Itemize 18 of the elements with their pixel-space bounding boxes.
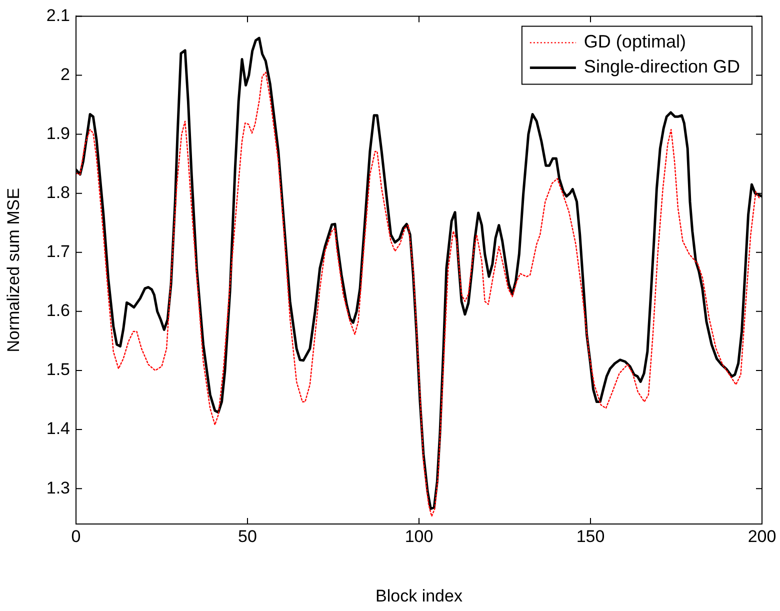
y-tick-label: 1.3 bbox=[46, 478, 70, 498]
x-tick-label: 150 bbox=[576, 526, 605, 546]
legend-label: Single-direction GD bbox=[584, 56, 740, 77]
x-tick-label: 0 bbox=[71, 526, 81, 546]
y-tick-label: 1.9 bbox=[46, 124, 70, 143]
x-tick-label: 50 bbox=[238, 526, 257, 546]
y-tick-label: 1.5 bbox=[46, 360, 70, 380]
x-tick-label: 200 bbox=[748, 526, 776, 546]
x-tick-label: 100 bbox=[404, 526, 434, 546]
y-tick-label: 1.6 bbox=[46, 301, 70, 320]
legend-label: GD (optimal) bbox=[584, 32, 686, 52]
x-axis-title: Block index bbox=[376, 586, 463, 606]
y-tick-label: 1.4 bbox=[46, 419, 70, 438]
y-tick-label: 2 bbox=[60, 64, 70, 84]
y-tick-label: 1.7 bbox=[46, 242, 70, 262]
y-tick-label: 1.8 bbox=[46, 183, 70, 202]
y-axis-title: Normalized sum MSE bbox=[4, 188, 23, 352]
y-tick-label: 2.1 bbox=[46, 6, 70, 25]
